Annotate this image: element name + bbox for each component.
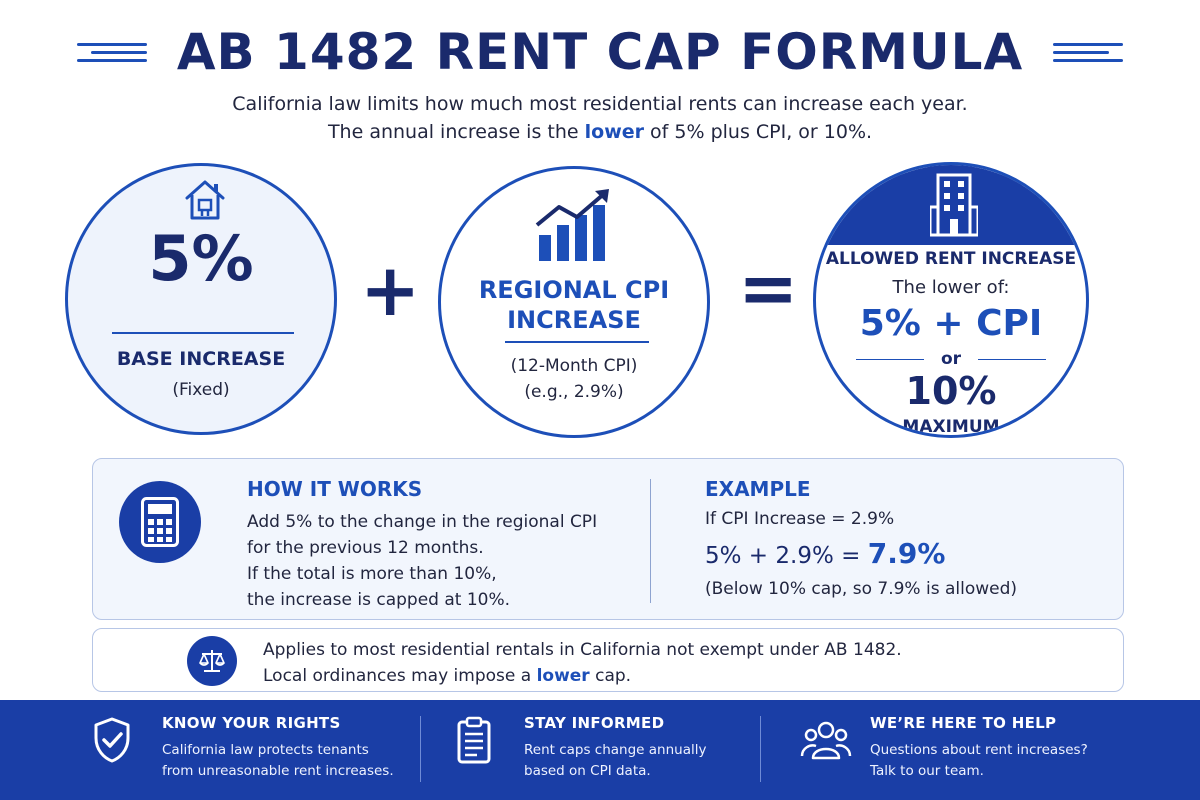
cpi-note: (12-Month CPI) (e.g., 2.9%) bbox=[441, 353, 707, 405]
building-icon bbox=[930, 173, 978, 237]
applies-line-2: Local ordinances may impose a lower cap. bbox=[263, 663, 902, 689]
or-rule-right bbox=[978, 359, 1046, 360]
example-calculation: 5% + 2.9% = 7.9% bbox=[705, 537, 945, 570]
plus-symbol: + bbox=[360, 248, 421, 332]
applies-line-1: Applies to most residential rentals in C… bbox=[263, 640, 902, 660]
result-option-2-label: MAXIMUM bbox=[902, 417, 1000, 437]
how-it-works-title: HOW IT WORKS bbox=[247, 477, 423, 501]
cpi-circle: REGIONAL CPI INCREASE (12-Month CPI) (e.… bbox=[438, 166, 710, 438]
result-or: or bbox=[940, 349, 962, 369]
footer-text-2: Rent caps change annually based on CPI d… bbox=[524, 740, 707, 782]
how-it-works-panel: HOW IT WORKS Add 5% to the change in the… bbox=[92, 458, 1124, 620]
applies-line-2-post: cap. bbox=[589, 666, 632, 686]
base-label: BASE INCREASE bbox=[116, 348, 286, 370]
cpi-note-line-2: (e.g., 2.9%) bbox=[524, 382, 624, 402]
house-icon bbox=[185, 180, 225, 220]
base-note: (Fixed) bbox=[172, 380, 230, 400]
result-option-2: 10% bbox=[905, 369, 997, 413]
subtitle-line-1: California law limits how much most resi… bbox=[232, 93, 968, 115]
applies-line-2-pre: Local ordinances may impose a bbox=[263, 666, 537, 686]
footer-divider-2 bbox=[760, 716, 761, 782]
allowed-increase-circle: ALLOWED RENT INCREASE The lower of: 5% +… bbox=[813, 162, 1089, 438]
footer-1-line-1: California law protects tenants bbox=[162, 742, 369, 758]
equals-symbol: = bbox=[738, 246, 799, 330]
result-intro: The lower of: bbox=[892, 277, 1010, 298]
calculator-icon bbox=[141, 497, 179, 547]
subtitle-post: of 5% plus CPI, or 10%. bbox=[644, 121, 873, 143]
footer-text-3: Questions about rent increases? Talk to … bbox=[870, 740, 1088, 782]
footer-title-1: KNOW YOUR RIGHTS bbox=[162, 714, 341, 732]
base-increase-circle: 5% BASE INCREASE (Fixed) bbox=[65, 163, 337, 435]
example-line-1: If CPI Increase = 2.9% bbox=[705, 509, 895, 529]
result-heading: ALLOWED RENT INCREASE bbox=[825, 249, 1077, 269]
how-line-1: Add 5% to the change in the regional CPI bbox=[247, 512, 598, 532]
title-decoration-right bbox=[1053, 42, 1124, 62]
or-rule-left bbox=[856, 359, 924, 360]
footer-2-line-1: Rent caps change annually bbox=[524, 742, 707, 758]
example-title: EXAMPLE bbox=[705, 477, 811, 501]
how-line-4: the increase is capped at 10%. bbox=[247, 590, 511, 610]
how-line-3: If the total is more than 10%, bbox=[247, 564, 497, 584]
footer-2-line-2: based on CPI data. bbox=[524, 763, 651, 779]
footer-title-3: WE’RE HERE TO HELP bbox=[870, 714, 1057, 732]
subtitle-line-2: The annual increase is the lower of 5% p… bbox=[0, 118, 1200, 146]
cpi-label-line-2: INCREASE bbox=[507, 306, 641, 334]
footer-3-line-1: Questions about rent increases? bbox=[870, 742, 1088, 758]
how-it-works-para-1: Add 5% to the change in the regional CPI… bbox=[247, 509, 617, 561]
base-value: 5% bbox=[148, 222, 254, 295]
how-it-works-para-2: If the total is more than 10%, the incre… bbox=[247, 561, 617, 613]
how-line-2: for the previous 12 months. bbox=[247, 538, 484, 558]
cpi-note-line-1: (12-Month CPI) bbox=[510, 356, 638, 376]
subtitle-pre: The annual increase is the bbox=[327, 121, 585, 143]
example-calc-result: 7.9% bbox=[867, 537, 946, 570]
cpi-divider bbox=[505, 341, 649, 343]
subtitle-emphasis: lower bbox=[584, 121, 644, 143]
footer-3-line-2: Talk to our team. bbox=[870, 763, 984, 779]
footer-1-line-2: from unreasonable rent increases. bbox=[162, 763, 394, 779]
result-option-1: 5% + CPI bbox=[859, 303, 1043, 344]
title-row: AB 1482 RENT CAP FORMULA bbox=[0, 20, 1200, 84]
scales-icon bbox=[199, 650, 225, 672]
calculator-badge bbox=[119, 481, 201, 563]
scales-badge bbox=[187, 636, 237, 686]
applies-text: Applies to most residential rentals in C… bbox=[263, 637, 902, 689]
example-note: (Below 10% cap, so 7.9% is allowed) bbox=[705, 579, 1018, 599]
applies-panel: Applies to most residential rentals in C… bbox=[92, 628, 1124, 692]
title-decoration-left bbox=[76, 42, 147, 62]
panel-divider bbox=[650, 479, 651, 603]
cpi-label: REGIONAL CPI INCREASE bbox=[441, 275, 707, 335]
people-icon bbox=[800, 721, 852, 760]
footer-title-2: STAY INFORMED bbox=[524, 714, 665, 732]
page-title: AB 1482 RENT CAP FORMULA bbox=[176, 23, 1024, 81]
example-calc-expression: 5% + 2.9% = bbox=[705, 543, 868, 569]
clipboard-icon bbox=[457, 716, 491, 764]
footer-divider-1 bbox=[420, 716, 421, 782]
subtitle: California law limits how much most resi… bbox=[0, 90, 1200, 146]
rising-chart-icon bbox=[535, 189, 609, 261]
shield-check-icon bbox=[94, 717, 130, 763]
cpi-label-line-1: REGIONAL CPI bbox=[478, 276, 670, 304]
footer-bar: KNOW YOUR RIGHTS California law protects… bbox=[0, 700, 1200, 800]
base-divider bbox=[112, 332, 294, 334]
applies-emphasis: lower bbox=[536, 666, 590, 686]
footer-text-1: California law protects tenants from unr… bbox=[162, 740, 394, 782]
